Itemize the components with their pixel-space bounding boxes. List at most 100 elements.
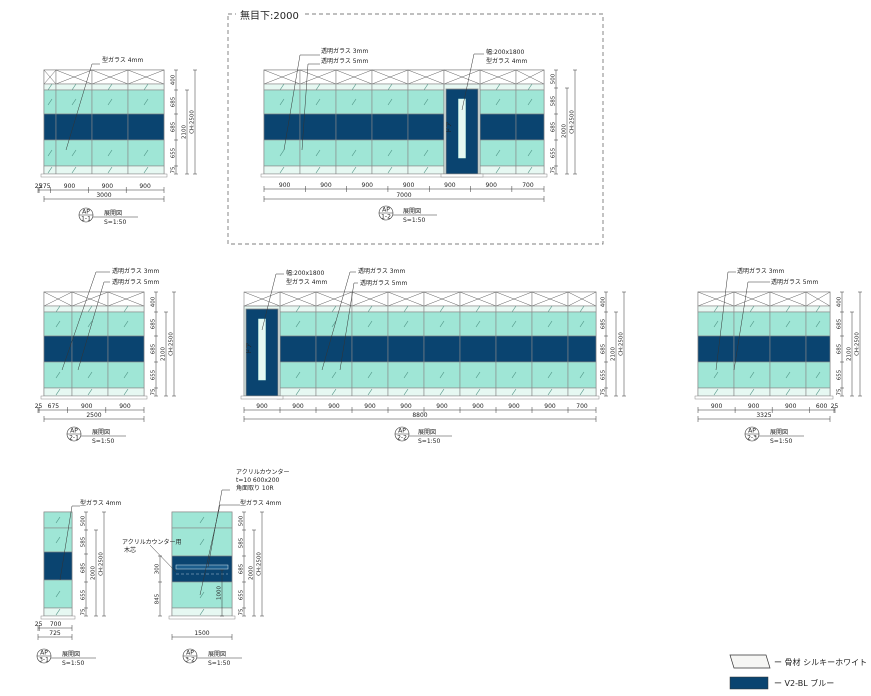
leader-2-2a: [321, 271, 356, 371]
dims-bottom-1-1-label: 275: [39, 183, 51, 190]
elevation-1-2-door-bay-door-label: ドア: [446, 121, 453, 133]
tag-3-1-title: 展開図: [62, 651, 80, 658]
elevation-1-2-glass-mark: [423, 83, 429, 91]
zone-boundary: [227, 13, 604, 245]
dims-right-2-1: 400 685 685 655 75: [151, 291, 158, 397]
elevation-3-2-glass-mark: [199, 591, 205, 599]
dims-total-1-1: 3000: [43, 192, 165, 202]
elevation-2-2-glass-mark: [439, 305, 445, 313]
elevation-1-2-glass-mark: [527, 149, 533, 157]
dims-bottom-1-1-label: 900: [102, 183, 114, 190]
tag-2-3-prefix: AP: [748, 428, 756, 435]
elevation-2-2-glass-mark: [475, 320, 481, 328]
elevation-2-1-glass-mark: [87, 305, 93, 313]
elevation-2-3-glass-mark: [785, 320, 791, 328]
elevation-2-2-pane: [423, 335, 461, 363]
dims-inner-3-2: 1000: [217, 569, 224, 617]
dims-ch-2-3-label: CH:2500: [855, 332, 861, 356]
elevation-2-2-pane-cross: [279, 291, 317, 307]
elevation-2-1-glass-mark: [123, 388, 129, 396]
tag-1-2-prefix: AP: [382, 207, 390, 214]
elevation-3-1-glass-mark: [55, 608, 61, 616]
elevation-2-3-pane: [805, 335, 831, 363]
dims-bottom-2-1-label: 675: [48, 403, 60, 410]
note-2-3b: 透明ガラス 5mm: [771, 278, 818, 286]
tag-2-1: AP2-1 展開図 S=1:50: [66, 426, 126, 445]
dims-right-2-3: 400 685 685 655 75: [837, 291, 844, 397]
elevation-2-2-glass-mark: [331, 371, 337, 379]
elevation-2-1-glass-mark: [87, 320, 93, 328]
elevation-2-1-glass-mark: [55, 320, 61, 328]
tag-1-2-id: 1-2: [381, 214, 391, 221]
dims-right-3-2-label: 585: [239, 537, 245, 548]
dims-right-2-3-label: 655: [837, 369, 843, 380]
elevation-2-3-glass-mark: [713, 388, 719, 396]
legend-item-blue: ー V2-BL ブルー: [729, 676, 834, 690]
elevation-1-2-glass-mark: [351, 166, 357, 174]
elevation-1-1-glass-mark: [107, 98, 113, 106]
elevation-2-1-glass-mark: [55, 388, 61, 396]
dims-right-1-1: 400 685 685 655 75: [171, 69, 178, 175]
tag-2-2: AP2-2 展開図 S=1:50: [394, 426, 452, 445]
dims-right-1-2-label: 75: [551, 166, 557, 173]
elevation-1-1-glass-mark: [143, 166, 149, 174]
tag-3-1: AP3-1 展開図 S=1:50: [36, 648, 96, 667]
dims-right-3-2-label: 685: [239, 563, 245, 574]
elevation-2-1-glass-mark: [123, 371, 129, 379]
dims-ch-2-2-label: CH:2500: [619, 332, 625, 356]
elevation-1-2-glass-mark: [527, 83, 533, 91]
elevation-2-2-glass-mark: [295, 320, 301, 328]
dims-ch-3-2-label: CH:2500: [257, 552, 263, 576]
note-2-3a: 透明ガラス 3mm: [737, 267, 784, 275]
elevation-3-1-glass-mark: [55, 536, 61, 544]
dims-right-2-3-label: 400: [837, 296, 843, 307]
dims-h2100-2-1: 2100: [161, 311, 168, 397]
dims-ch-3-1: CH:2500: [99, 511, 106, 617]
elevation-2-2-base: [276, 395, 600, 400]
dims-bottom-1-1-label: 25: [35, 183, 43, 190]
elevation-1-2-pane-cross: [335, 69, 373, 85]
elevation-1-2-pane-cross: [479, 69, 517, 85]
elevation-2-2-glass-mark: [579, 320, 585, 328]
elevation-2-3-glass-mark: [815, 388, 821, 396]
elevation-1-2-glass-mark: [351, 149, 357, 157]
dims-right-1-1-label: 75: [171, 166, 177, 173]
dims-total-3-2-label: 1500: [194, 630, 209, 637]
elevation-2-2-pane-cross: [423, 291, 461, 307]
dims-bottom-1-2-label: 900: [279, 182, 291, 189]
elevation-2-3-glass-mark: [749, 305, 755, 313]
dims-h2100-2-3-label: 2100: [847, 347, 853, 361]
legend-text-blue: ー V2-BL ブルー: [774, 678, 834, 688]
elevation-2-1-pane: [43, 335, 73, 363]
tag-2-1-scale: S=1:50: [92, 438, 114, 445]
dims-bottom-2-1-label: 900: [119, 403, 131, 410]
elevation-2-2-door-bay-door-glass: [258, 318, 266, 381]
elevation-1-1-pane: [91, 89, 129, 115]
elevation-2-3-glass-mark: [713, 320, 719, 328]
elevation-2-2-glass-mark: [295, 305, 301, 313]
elevation-1-2-pane: [263, 113, 301, 141]
tag-2-2-prefix: AP: [398, 428, 406, 435]
elevation-1-2-glass-mark: [527, 98, 533, 106]
dims-bottom-1-2: 900 900 900 900 900 900 700: [263, 182, 545, 192]
dims-right-2-1-label: 400: [151, 296, 157, 307]
dims-bottom-2-1: 25 675 900 900: [35, 403, 145, 413]
elevation-2-2-pane-cross: [531, 291, 569, 307]
dims-h2100-2-2: 2100: [611, 311, 618, 397]
elevation-1-2-door-transom-cross: [443, 69, 481, 85]
elevation-1-1-glass-mark: [47, 83, 53, 91]
elevation-2-3-glass-mark: [815, 371, 821, 379]
elevation-2-2-glass-mark: [367, 371, 373, 379]
elevation-2-2-pane-cross: [351, 291, 389, 307]
elevation-1-2-glass-mark: [315, 149, 321, 157]
elevation-2-2-glass-mark: [475, 371, 481, 379]
elevation-2-3-pane: [769, 335, 807, 363]
elevation-1-1: [40, 69, 168, 178]
dims-right-2-1-label: 685: [151, 343, 157, 354]
note-1-2b: 透明ガラス 5mm: [321, 57, 368, 65]
elevation-1-1-pane: [55, 113, 93, 141]
dims-bottom-2-3-label: 900: [748, 403, 760, 410]
dims-bottom-1-2-label: 900: [444, 182, 456, 189]
elevation-1-1-base: [40, 173, 168, 178]
legend: ー 骨材 シルキーホワイト ー V2-BL ブルー: [729, 654, 867, 690]
